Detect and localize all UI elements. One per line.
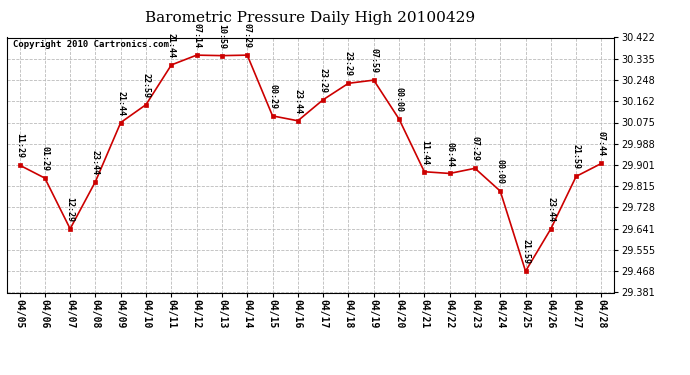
Text: Barometric Pressure Daily High 20100429: Barometric Pressure Daily High 20100429: [146, 11, 475, 25]
Text: 12:29: 12:29: [66, 197, 75, 222]
Text: 23:44: 23:44: [546, 197, 555, 222]
Text: 11:29: 11:29: [15, 133, 24, 158]
Text: 21:59: 21:59: [521, 239, 530, 264]
Text: 23:29: 23:29: [344, 51, 353, 76]
Text: 00:00: 00:00: [395, 87, 404, 112]
Text: 07:29: 07:29: [471, 136, 480, 161]
Text: 21:44: 21:44: [167, 33, 176, 58]
Text: 07:59: 07:59: [369, 48, 378, 73]
Text: 07:14: 07:14: [192, 23, 201, 48]
Text: 23:44: 23:44: [91, 150, 100, 175]
Text: 06:44: 06:44: [445, 141, 454, 166]
Text: 23:44: 23:44: [293, 89, 302, 114]
Text: 10:59: 10:59: [217, 24, 226, 49]
Text: Copyright 2010 Cartronics.com: Copyright 2010 Cartronics.com: [13, 40, 169, 49]
Text: 07:44: 07:44: [597, 132, 606, 156]
Text: 00:00: 00:00: [495, 159, 505, 184]
Text: 23:29: 23:29: [319, 68, 328, 93]
Text: 11:44: 11:44: [420, 140, 429, 165]
Text: 21:44: 21:44: [116, 90, 126, 116]
Text: 00:29: 00:29: [268, 84, 277, 109]
Text: 21:59: 21:59: [571, 144, 581, 170]
Text: 22:59: 22:59: [141, 73, 150, 98]
Text: 01:29: 01:29: [40, 146, 50, 171]
Text: 07:29: 07:29: [243, 23, 252, 48]
